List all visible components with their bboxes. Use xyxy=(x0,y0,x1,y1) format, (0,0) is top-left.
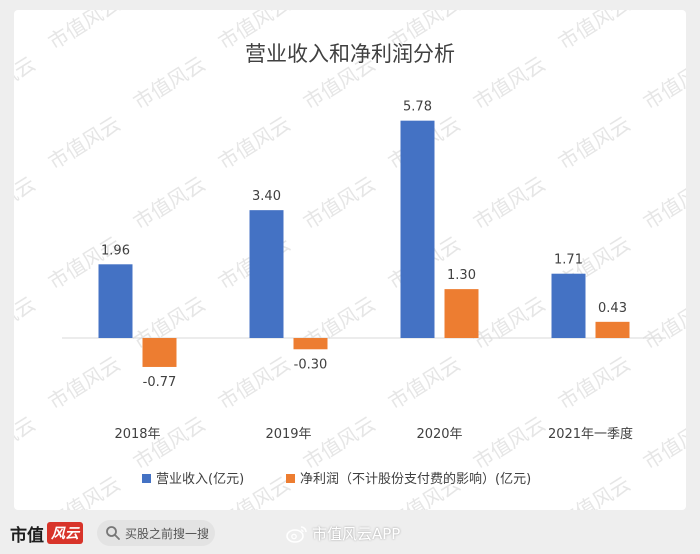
weibo-icon xyxy=(286,525,307,543)
watermark-text: 市值风云 xyxy=(14,411,39,474)
legend: 营业收入(亿元) 净利润（不计股份支付费的影响）(亿元) xyxy=(142,471,531,487)
value-label-revenue-3: 1.71 xyxy=(554,253,583,268)
category-label-2: 2020年 xyxy=(416,427,462,442)
search-placeholder: 买股之前搜一搜 xyxy=(125,526,210,541)
watermark-text: 市值风云 xyxy=(214,351,295,414)
value-label-net-profit-0: -0.77 xyxy=(143,375,177,390)
watermark-text: 市值风云 xyxy=(44,111,125,174)
watermark-text: 市值风云 xyxy=(384,351,465,414)
watermark-text: 市值风云 xyxy=(299,411,380,474)
watermark-text: 市值风云 xyxy=(554,471,635,510)
watermark-text: 市值风云 xyxy=(299,171,380,234)
watermark-text: 市值风云 xyxy=(554,111,635,174)
watermark-text: 市值风云 xyxy=(469,51,550,114)
value-label-revenue-2: 5.78 xyxy=(403,100,432,115)
category-label-0: 2018年 xyxy=(114,427,160,442)
watermark-text: 市值风云 xyxy=(44,471,125,510)
watermark-text: 市值风云 xyxy=(639,171,686,234)
brand-name: 市值 xyxy=(10,525,44,546)
bar-net-profit-0 xyxy=(142,338,177,367)
watermark-text: 市值风云 xyxy=(14,171,39,234)
category-label-3: 2021年一季度 xyxy=(548,426,633,442)
chart-card: 市值风云 市值风云 市值风云 市值风云 市值风云 市值风云 市值风云 市值风云 市值风云 市值风云… xyxy=(14,10,686,510)
bar-revenue-2 xyxy=(400,120,435,338)
value-label-revenue-0: 1.96 xyxy=(101,243,130,258)
watermark-text: 市值风云 xyxy=(639,51,686,114)
watermark-text: 市值风云 xyxy=(44,351,125,414)
brand-mark: 风云 xyxy=(47,522,83,544)
watermark-text: 市值风云 xyxy=(44,10,125,54)
watermark-text: 市值风云 xyxy=(129,411,210,474)
watermark-text: 市值风云 xyxy=(129,171,210,234)
watermark-text: 市值风云 xyxy=(554,351,635,414)
watermark-text: 市值风云 xyxy=(639,291,686,354)
watermark-text: 市值风云 xyxy=(214,111,295,174)
legend-label-net-profit: 净利润（不计股份支付费的影响）(亿元) xyxy=(300,471,531,487)
legend-swatch-net-profit xyxy=(286,474,295,483)
bar-revenue-1 xyxy=(249,210,284,338)
value-label-net-profit-1: -0.30 xyxy=(294,357,328,372)
legend-swatch-revenue xyxy=(142,474,151,483)
chart-title: 营业收入和净利润分析 xyxy=(245,42,455,66)
value-label-net-profit-2: 1.30 xyxy=(447,268,476,283)
bar-net-profit-3 xyxy=(595,321,630,338)
bar-revenue-0 xyxy=(98,264,133,338)
legend-label-revenue: 营业收入(亿元) xyxy=(156,472,244,487)
search-icon xyxy=(106,526,120,540)
bar-net-profit-1 xyxy=(293,338,328,350)
footer-bar: 市值 风云 买股之前搜一搜 市值风云APP xyxy=(0,510,700,554)
bar-revenue-3 xyxy=(551,273,586,338)
watermark-text: 市值风云 xyxy=(14,291,39,354)
weibo-account-tag: 市值风云APP xyxy=(286,523,400,544)
category-label-1: 2019年 xyxy=(265,427,311,442)
watermark-text: 市值风云 xyxy=(129,51,210,114)
watermark-text: 市值风云 xyxy=(469,291,550,354)
watermark-text: 市值风云 xyxy=(554,10,635,54)
brand-logo: 市值 风云 xyxy=(10,520,83,546)
watermark-text: 市值风云 xyxy=(14,51,39,114)
value-label-net-profit-3: 0.43 xyxy=(598,301,627,316)
bar-net-profit-2 xyxy=(444,289,479,338)
watermark-text: 市值风云 xyxy=(469,411,550,474)
search-input[interactable]: 买股之前搜一搜 xyxy=(97,520,215,546)
value-label-revenue-1: 3.40 xyxy=(252,189,281,204)
weibo-account-name: 市值风云APP xyxy=(312,525,401,543)
watermark-text: 市值风云 xyxy=(469,171,550,234)
watermark-text: 市值风云 xyxy=(639,411,686,474)
